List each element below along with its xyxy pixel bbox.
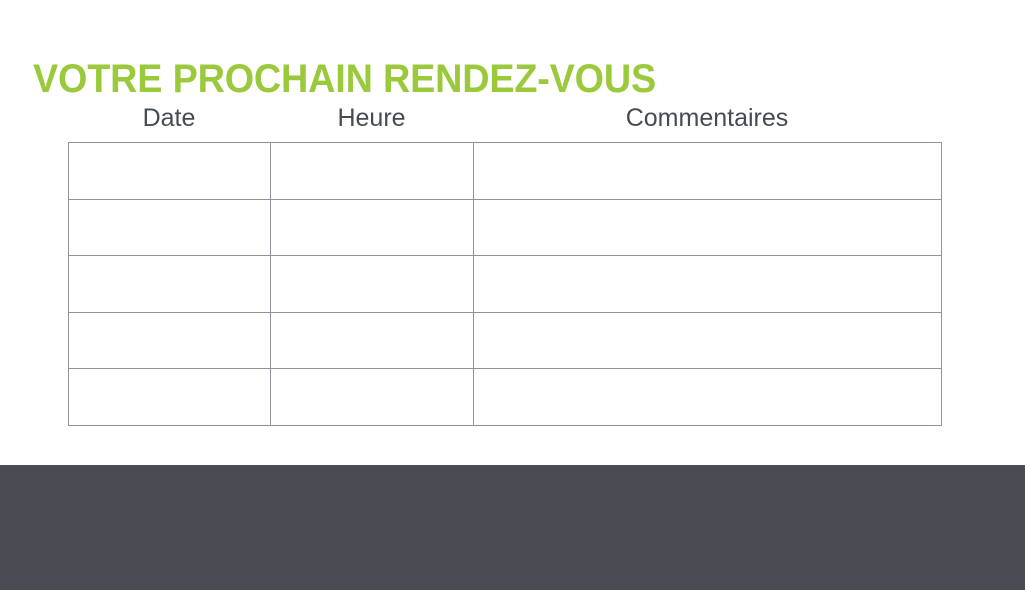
column-header-date: Date [142,104,196,132]
cell-heure[interactable] [270,311,474,370]
cell-date[interactable] [68,368,271,426]
cell-date[interactable] [68,311,271,370]
cell-heure[interactable] [270,368,474,426]
table-row [68,142,942,200]
cell-date[interactable] [68,198,271,257]
cell-commentaires[interactable] [473,198,942,257]
cell-heure[interactable] [270,198,474,257]
cell-commentaires[interactable] [473,142,942,200]
table-row [68,311,942,370]
table-row [68,198,942,257]
column-header-commentaires: Commentaires [625,104,789,132]
cell-heure[interactable] [270,142,474,200]
page-title: VOTRE PROCHAIN RENDEZ-VOUS [33,56,657,101]
cell-date[interactable] [68,255,271,313]
table-column-headers: Date Heure Commentaires [68,99,941,137]
cell-date[interactable] [68,142,271,200]
footer-band [0,465,1025,590]
cell-heure[interactable] [270,255,474,313]
table-row [68,368,942,426]
table-row [68,255,942,313]
cell-commentaires[interactable] [473,368,942,426]
appointment-table [68,142,942,426]
cell-commentaires[interactable] [473,255,942,313]
cell-commentaires[interactable] [473,311,942,370]
column-header-heure: Heure [337,104,406,132]
